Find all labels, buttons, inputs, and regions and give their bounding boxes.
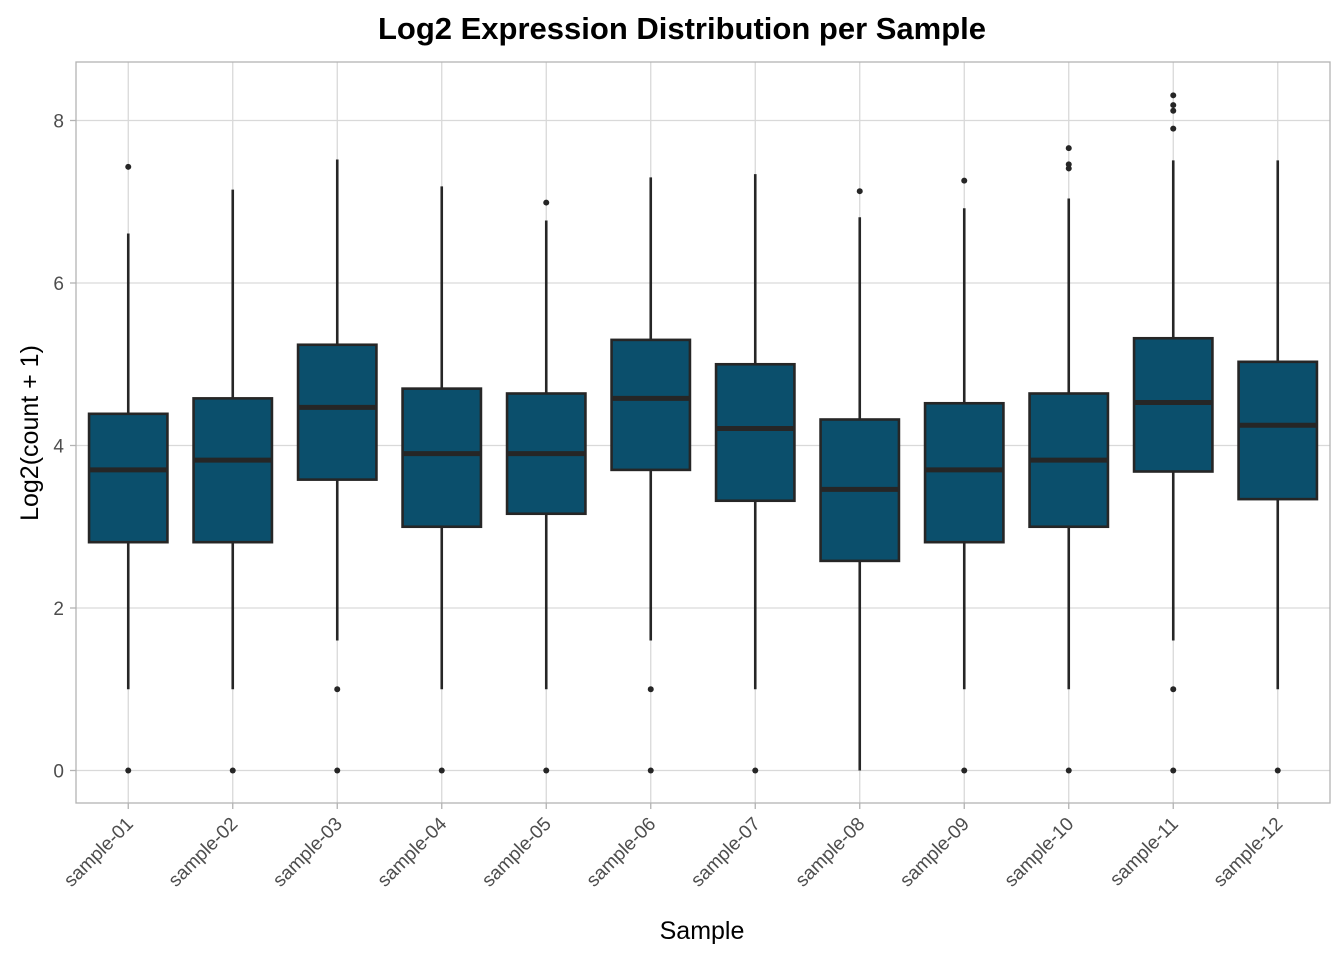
outlier-point [752, 767, 759, 774]
panel-border [75, 61, 1331, 804]
x-tick-label: sample-11 [1106, 814, 1183, 891]
outlier-point [334, 767, 341, 774]
iqr-box [401, 387, 483, 529]
y-tick-label: 6 [53, 274, 64, 295]
box-sample-07 [714, 174, 796, 774]
outlier-point [1274, 767, 1281, 774]
iqr-box [923, 401, 1005, 544]
outlier-point [1065, 161, 1072, 168]
x-tick-label: sample-12 [1210, 814, 1288, 892]
y-tick-label: 0 [53, 762, 64, 783]
y-tick-label: 4 [53, 437, 64, 458]
y-tick-label: 8 [53, 112, 64, 133]
outlier-point [229, 767, 236, 774]
x-tick-label: sample-01 [60, 814, 138, 892]
outlier-point [1170, 686, 1177, 693]
outlier-point [334, 686, 341, 693]
iqr-box [296, 343, 378, 481]
iqr-box [610, 338, 692, 472]
outlier-point [647, 686, 654, 693]
iqr-box [192, 397, 274, 544]
x-tick-label: sample-06 [583, 814, 661, 892]
x-tick-label: sample-04 [374, 813, 452, 891]
box-sample-08 [819, 188, 901, 771]
box-sample-11 [1132, 92, 1214, 774]
box-sample-04 [401, 186, 483, 774]
box-sample-06 [610, 177, 692, 774]
outlier-point [125, 767, 132, 774]
y-tick-label: 2 [53, 599, 64, 620]
outlier-point [1170, 125, 1177, 132]
box-sample-03 [296, 159, 378, 774]
boxes [87, 92, 1319, 774]
x-tick-label: sample-08 [792, 814, 870, 892]
box-sample-01 [87, 163, 169, 774]
outlier-point [543, 767, 550, 774]
outlier-point [125, 163, 132, 170]
x-tick-label: sample-03 [269, 814, 347, 892]
box-sample-10 [1028, 145, 1110, 774]
x-axis: sample-01 sample-02 sample-03 sample-04 samp… [60, 803, 1287, 891]
outlier-point [438, 767, 445, 774]
x-tick-label: sample-07 [687, 814, 765, 892]
x-axis-title: Sample [660, 917, 745, 945]
outlier-point [1170, 92, 1177, 99]
chart-title: Log2 Expression Distribution per Sample [378, 11, 986, 46]
x-tick-label: sample-05 [478, 814, 556, 892]
box-sample-12 [1237, 160, 1319, 774]
x-tick-label: sample-02 [165, 814, 243, 892]
iqr-box [1237, 360, 1319, 501]
iqr-box [87, 412, 169, 544]
outlier-point [856, 188, 863, 195]
outlier-point [647, 767, 654, 774]
box-sample-02 [192, 189, 274, 774]
y-axis-title: Log2(count + 1) [16, 345, 44, 521]
outlier-point [1170, 102, 1177, 109]
x-tick-label: sample-09 [896, 814, 974, 892]
outlier-point [961, 177, 968, 184]
x-tick-label: sample-10 [1001, 814, 1079, 892]
outlier-point [543, 199, 550, 206]
box-sample-09 [923, 177, 1005, 774]
outlier-point [1065, 145, 1072, 152]
outlier-point [1065, 767, 1072, 774]
iqr-box [714, 362, 796, 503]
y-axis: 0 2 4 6 8 [53, 112, 76, 783]
box-sample-05 [505, 199, 587, 774]
outlier-point [961, 767, 968, 774]
outlier-point [1170, 107, 1177, 114]
outlier-point [1170, 767, 1177, 774]
